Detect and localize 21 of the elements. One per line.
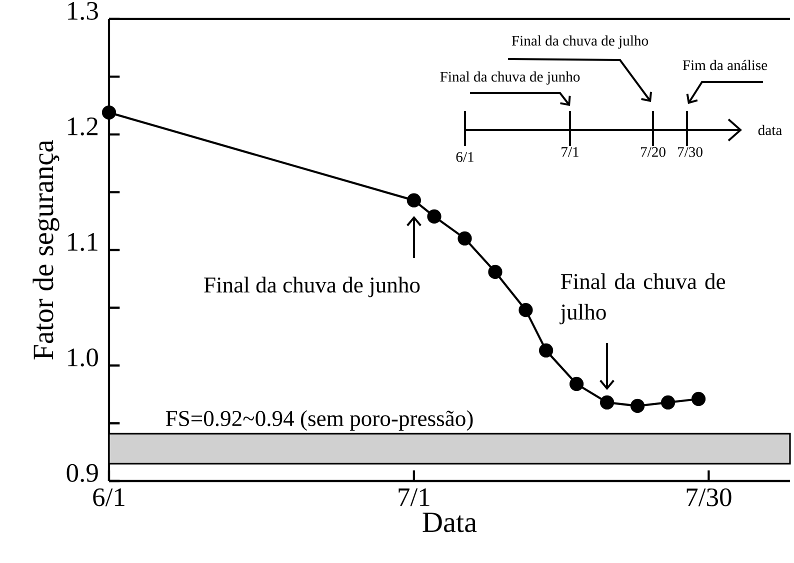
x-tick-label: 7/30 — [686, 488, 732, 506]
y-tick-label: 0.9 — [66, 464, 98, 482]
y-tick-label: 1.1 — [68, 233, 98, 251]
annotation: data — [758, 124, 782, 136]
annotation: 7/30 — [678, 147, 702, 157]
annotation: 7/20 — [640, 147, 666, 157]
annotation: 7/1 — [562, 147, 578, 157]
annotation: Final da chuva de junho — [204, 276, 420, 298]
annotation: Final da chuva de julho — [560, 273, 726, 324]
x-tick-label: 6/1 — [93, 488, 124, 506]
y-tick-label: 1.2 — [68, 118, 98, 136]
annotation: 6/1 — [456, 152, 474, 162]
annotation: Final da chuva de junho — [440, 71, 580, 85]
x-axis-title: Data — [422, 512, 477, 532]
y-tick-label: 1.0 — [68, 348, 98, 367]
annotation: Fim da análise — [682, 60, 768, 70]
annotation: Final da chuva de julho — [512, 35, 648, 49]
y-axis-title: Fator de segurança — [32, 140, 60, 360]
y-tick-label: 1.3 — [68, 2, 98, 20]
band-label: FS=0.92~0.94 (sem poro-pressão) — [166, 410, 473, 431]
x-tick-label: 7/1 — [398, 488, 430, 506]
